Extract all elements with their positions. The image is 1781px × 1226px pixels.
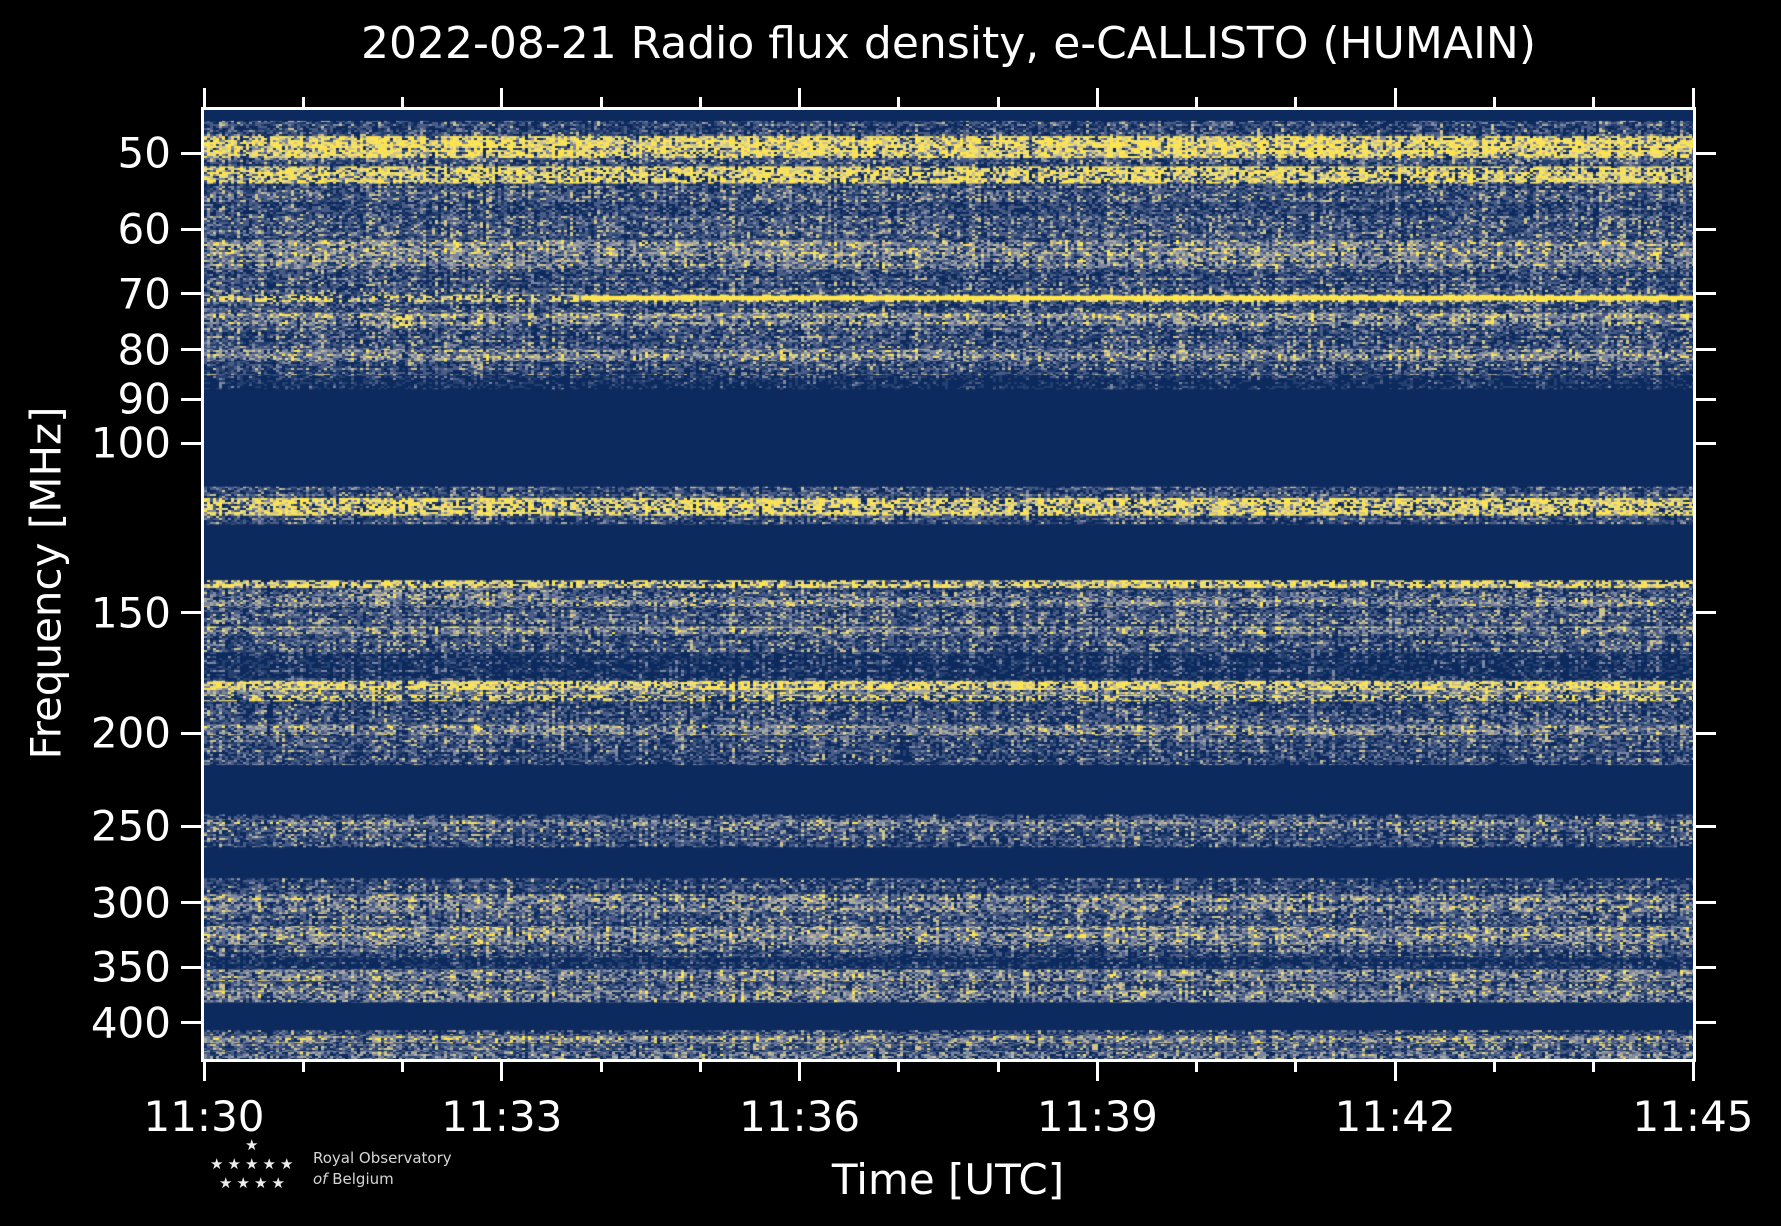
- chart-title: 2022-08-21 Radio flux density, e-CALLIST…: [360, 18, 1537, 69]
- y-tick-mark: [181, 227, 201, 231]
- y-tick-mark: [181, 901, 201, 905]
- x-tick-mark-top: [1691, 88, 1695, 107]
- y-tick-mark-right: [1696, 151, 1716, 155]
- y-tick-label: 100: [90, 418, 171, 468]
- y-tick-label: 250: [90, 801, 171, 851]
- x-tick-mark-top: [897, 97, 901, 107]
- x-tick-mark-top: [500, 88, 504, 107]
- x-tick-label: 11:33: [441, 1092, 563, 1141]
- x-tick-mark: [1691, 1062, 1695, 1081]
- x-tick-mark: [1393, 1062, 1397, 1081]
- star-icon: ★: [262, 1155, 276, 1173]
- x-tick-mark-top: [698, 97, 702, 107]
- x-tick-mark-top: [1592, 97, 1596, 107]
- y-tick-label: 80: [117, 325, 171, 375]
- y-tick-mark: [181, 348, 201, 352]
- x-tick-mark: [996, 1062, 1000, 1072]
- x-tick-mark: [202, 1062, 206, 1081]
- x-tick-mark: [500, 1062, 504, 1081]
- x-tick-mark: [1294, 1062, 1298, 1072]
- x-tick-mark: [897, 1062, 901, 1072]
- x-tick-label: 11:36: [739, 1092, 861, 1141]
- y-tick-mark-right: [1696, 441, 1716, 445]
- star-icon: ★: [227, 1155, 241, 1173]
- y-tick-label: 150: [90, 588, 171, 638]
- y-tick-mark: [181, 151, 201, 155]
- x-tick-mark-top: [1095, 88, 1099, 107]
- y-tick-mark-right: [1696, 348, 1716, 352]
- y-tick-mark-right: [1696, 611, 1716, 615]
- x-tick-mark: [301, 1062, 305, 1072]
- y-tick-label: 200: [90, 708, 171, 758]
- y-tick-mark: [181, 824, 201, 828]
- x-tick-mark-top: [301, 97, 305, 107]
- x-tick-mark-top: [1393, 88, 1397, 107]
- y-tick-label: 90: [117, 374, 171, 424]
- x-tick-mark: [1492, 1062, 1496, 1072]
- star-icon: ★: [236, 1174, 250, 1192]
- spectrogram-heatmap: [204, 110, 1693, 1059]
- x-tick-mark: [798, 1062, 802, 1081]
- x-tick-mark: [599, 1062, 603, 1072]
- y-tick-label: 400: [90, 998, 171, 1048]
- x-tick-label: 11:45: [1632, 1092, 1754, 1141]
- y-tick-mark: [181, 611, 201, 615]
- x-tick-label: 11:30: [143, 1092, 265, 1141]
- x-tick-label: 11:39: [1036, 1092, 1158, 1141]
- x-tick-mark: [698, 1062, 702, 1072]
- star-icon: ★: [219, 1174, 233, 1192]
- x-axis-label: Time [UTC]: [831, 1155, 1065, 1204]
- y-tick-mark-right: [1696, 824, 1716, 828]
- star-icon: ★: [280, 1155, 294, 1173]
- y-tick-mark-right: [1696, 227, 1716, 231]
- x-tick-mark-top: [1492, 97, 1496, 107]
- y-tick-mark-right: [1696, 965, 1716, 969]
- y-tick-label: 70: [117, 269, 171, 319]
- y-tick-mark: [181, 1021, 201, 1025]
- star-icon: ★: [210, 1155, 224, 1173]
- y-tick-mark-right: [1696, 901, 1716, 905]
- x-tick-mark-top: [996, 97, 1000, 107]
- rob-logo-text-line1: Royal Observatory: [313, 1149, 452, 1167]
- x-tick-mark-top: [1195, 97, 1199, 107]
- x-tick-mark-top: [599, 97, 603, 107]
- y-tick-label: 60: [117, 204, 171, 254]
- y-tick-mark: [181, 397, 201, 401]
- star-icon: ★: [254, 1174, 268, 1192]
- y-tick-mark-right: [1696, 731, 1716, 735]
- rob-logo: ★ ★ ★ ★ ★ ★ ★ ★ ★ ★ Royal Observatory of Belgium: [205, 1136, 505, 1206]
- star-icon: ★: [245, 1136, 259, 1154]
- y-tick-mark: [181, 441, 201, 445]
- x-tick-mark: [1095, 1062, 1099, 1081]
- x-tick-mark: [401, 1062, 405, 1072]
- x-tick-mark: [1592, 1062, 1596, 1072]
- y-tick-label: 300: [90, 878, 171, 928]
- y-tick-mark-right: [1696, 397, 1716, 401]
- x-tick-label: 11:42: [1334, 1092, 1456, 1141]
- rob-logo-text-line2: of Belgium: [313, 1170, 394, 1188]
- y-tick-mark: [181, 965, 201, 969]
- rob-logo-text: Royal Observatory of Belgium: [313, 1148, 452, 1190]
- y-tick-label: 350: [90, 942, 171, 992]
- y-tick-mark: [181, 731, 201, 735]
- x-tick-mark-top: [202, 88, 206, 107]
- y-tick-mark-right: [1696, 292, 1716, 296]
- x-tick-mark-top: [401, 97, 405, 107]
- y-tick-mark: [181, 292, 201, 296]
- star-icon: ★: [245, 1155, 259, 1173]
- x-tick-mark-top: [1294, 97, 1298, 107]
- x-tick-mark: [1195, 1062, 1199, 1072]
- x-tick-mark-top: [798, 88, 802, 107]
- y-tick-label: 50: [117, 128, 171, 178]
- y-tick-mark-right: [1696, 1021, 1716, 1025]
- y-axis-label: Frequency [MHz]: [21, 406, 71, 760]
- star-icon: ★: [271, 1174, 285, 1192]
